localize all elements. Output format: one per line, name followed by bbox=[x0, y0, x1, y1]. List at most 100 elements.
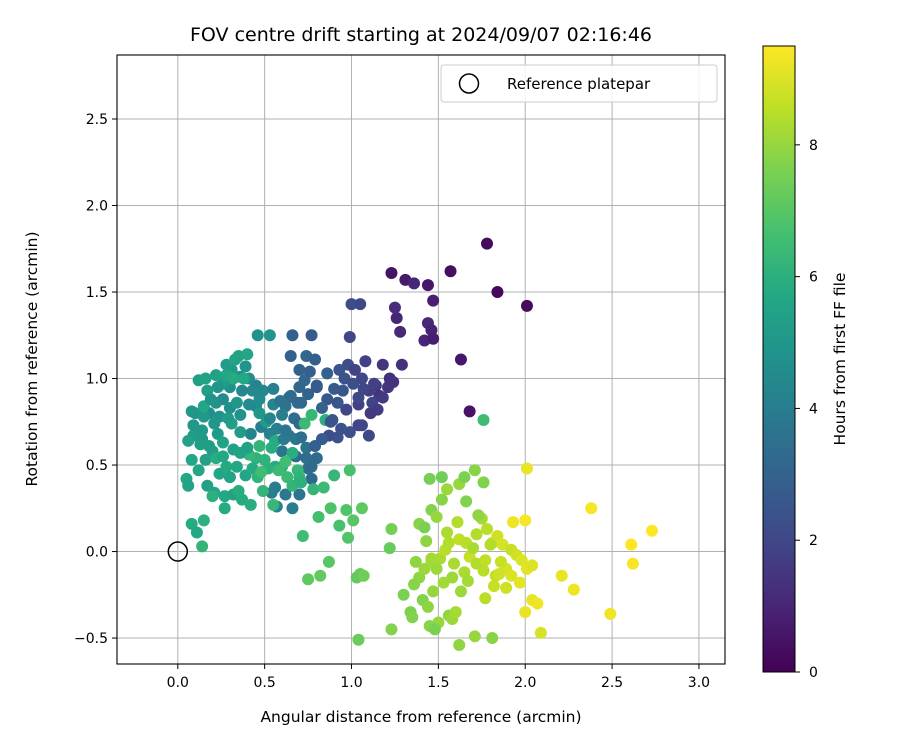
data-point bbox=[385, 623, 398, 636]
data-point bbox=[185, 453, 198, 466]
y-tick-label: 0.0 bbox=[86, 545, 108, 561]
data-point bbox=[454, 585, 467, 598]
data-point bbox=[442, 536, 455, 549]
data-point bbox=[208, 417, 221, 430]
data-point bbox=[322, 555, 335, 568]
data-point bbox=[312, 510, 325, 523]
data-point bbox=[604, 607, 617, 620]
colorbar-tick-label: 0 bbox=[809, 665, 818, 681]
data-point bbox=[239, 360, 252, 373]
data-point bbox=[234, 426, 247, 439]
data-point bbox=[276, 408, 289, 421]
data-point bbox=[220, 358, 233, 371]
data-point bbox=[430, 562, 443, 575]
data-point bbox=[484, 538, 497, 551]
data-point bbox=[230, 396, 243, 409]
data-point bbox=[211, 381, 224, 394]
reference-platepar-marker bbox=[167, 541, 189, 562]
data-point bbox=[305, 472, 318, 485]
data-point bbox=[314, 569, 327, 582]
data-point bbox=[182, 434, 195, 447]
data-point bbox=[449, 606, 462, 619]
data-point bbox=[409, 555, 422, 568]
data-point bbox=[324, 415, 337, 428]
data-point bbox=[295, 476, 308, 489]
colorbar-frame bbox=[762, 45, 796, 673]
data-point bbox=[237, 372, 250, 385]
plot-frame bbox=[116, 54, 726, 665]
data-point bbox=[354, 298, 367, 311]
colorbar-tick-label: 2 bbox=[809, 533, 818, 549]
data-point bbox=[284, 350, 297, 363]
data-point bbox=[437, 576, 450, 589]
data-point bbox=[428, 623, 441, 636]
grid-lines bbox=[117, 55, 725, 664]
legend-reference-label: Reference platepar bbox=[507, 75, 651, 93]
data-point bbox=[446, 571, 459, 584]
data-point bbox=[340, 504, 353, 517]
data-point bbox=[251, 329, 264, 342]
y-tick-label: −0.5 bbox=[74, 631, 108, 647]
data-point bbox=[281, 471, 294, 484]
data-point bbox=[234, 408, 247, 421]
y-tick-label: 0.5 bbox=[86, 458, 108, 474]
data-point bbox=[421, 600, 434, 613]
data-point bbox=[626, 557, 639, 570]
data-point bbox=[263, 412, 276, 425]
y-axis-ticks: −0.5 0.0 0.5 1.0 1.5 2.0 2.5 bbox=[74, 112, 117, 647]
data-point bbox=[425, 552, 438, 565]
data-point bbox=[309, 353, 322, 366]
data-point bbox=[491, 529, 504, 542]
data-point bbox=[185, 517, 198, 530]
data-point bbox=[196, 540, 209, 553]
y-tick-label: 1.5 bbox=[86, 285, 108, 301]
data-point bbox=[284, 389, 297, 402]
data-point bbox=[321, 393, 334, 406]
data-point bbox=[500, 581, 513, 594]
data-point bbox=[218, 502, 231, 515]
data-point bbox=[434, 552, 447, 565]
data-point bbox=[241, 348, 254, 361]
data-point bbox=[444, 265, 457, 278]
data-point bbox=[435, 471, 448, 484]
data-point bbox=[357, 382, 370, 395]
data-point bbox=[274, 395, 287, 408]
x-tick-label: 0.0 bbox=[167, 675, 189, 691]
data-point bbox=[470, 528, 483, 541]
data-point bbox=[185, 405, 198, 418]
data-point bbox=[272, 464, 285, 477]
data-point bbox=[345, 298, 358, 311]
data-point bbox=[515, 554, 528, 567]
data-point bbox=[646, 524, 659, 537]
data-point bbox=[305, 329, 318, 342]
data-point bbox=[216, 436, 229, 449]
data-point bbox=[253, 407, 266, 420]
data-point bbox=[229, 353, 242, 366]
data-point bbox=[385, 523, 398, 536]
data-point bbox=[187, 419, 200, 432]
data-point bbox=[315, 401, 328, 414]
data-point bbox=[479, 592, 492, 605]
x-tick-label: 2.0 bbox=[514, 675, 536, 691]
data-point bbox=[331, 396, 344, 409]
data-point bbox=[385, 266, 398, 279]
data-point bbox=[347, 377, 360, 390]
data-point bbox=[454, 353, 467, 366]
data-point bbox=[310, 381, 323, 394]
data-point bbox=[279, 424, 292, 437]
data-point bbox=[477, 414, 490, 427]
data-point bbox=[298, 417, 311, 430]
data-point bbox=[310, 452, 323, 465]
data-point bbox=[216, 450, 229, 463]
data-point bbox=[441, 526, 454, 539]
colorbar-tick-label: 4 bbox=[809, 401, 818, 417]
data-point bbox=[408, 277, 421, 290]
data-point bbox=[519, 514, 532, 527]
data-point bbox=[460, 495, 473, 508]
data-point bbox=[333, 519, 346, 532]
reference-marker-group bbox=[167, 541, 189, 562]
data-point bbox=[197, 514, 210, 527]
y-tick-label: 2.0 bbox=[86, 199, 108, 215]
data-point bbox=[321, 367, 334, 380]
